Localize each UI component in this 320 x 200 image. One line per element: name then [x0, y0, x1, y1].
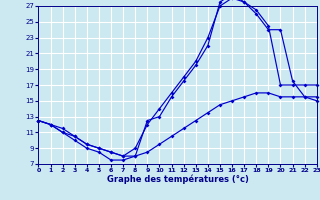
X-axis label: Graphe des températures (°c): Graphe des températures (°c) [107, 175, 249, 184]
